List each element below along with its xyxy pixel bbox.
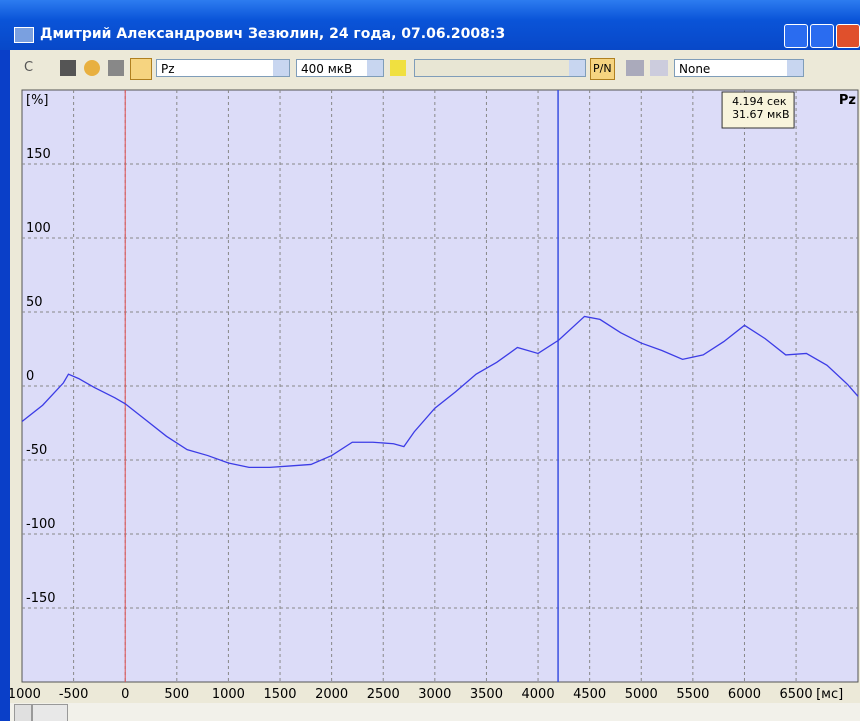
y-tick-label: 150: [26, 147, 51, 162]
x-tick-label: 5500: [676, 687, 709, 702]
x-tick-label: 3000: [418, 687, 451, 702]
x-tick-label: 0: [121, 687, 129, 702]
tooltip-text: 31.67 мкВ: [732, 108, 789, 121]
x-tick-label: 2000: [315, 687, 348, 702]
scrollbar[interactable]: [10, 703, 860, 721]
dropdown-arrow: [569, 60, 585, 76]
x-tick-label: 6500: [780, 687, 813, 702]
tool-icon[interactable]: [650, 60, 668, 76]
wave-button[interactable]: [130, 58, 152, 80]
dropdown-arrow: [273, 60, 289, 76]
x-tick-label: 5000: [625, 687, 658, 702]
app-icon: [14, 27, 34, 43]
tool-icon[interactable]: [626, 60, 644, 76]
c-button[interactable]: C: [24, 60, 34, 75]
y-tick-label: -50: [26, 443, 47, 458]
y-tick-label: -100: [26, 517, 56, 532]
x-tick-label: 500: [164, 687, 189, 702]
x-tick-label: 4000: [522, 687, 555, 702]
scroll-thumb[interactable]: [32, 704, 68, 721]
list-icon[interactable]: [60, 60, 76, 76]
empty-select[interactable]: [414, 59, 586, 77]
x-tick-label: 4500: [573, 687, 606, 702]
y-tick-label: -150: [26, 591, 56, 606]
x-tick-label: 6000: [728, 687, 761, 702]
y-tick-label: 100: [26, 221, 51, 236]
toolbar: C Pz 400 мкВ P/N None: [10, 50, 860, 88]
x-tick-label: 2500: [367, 687, 400, 702]
x-axis-label: [мс]: [816, 687, 843, 702]
pn-button[interactable]: P/N: [590, 58, 615, 80]
channel-text: Pz: [161, 62, 175, 76]
chart: -150-100-50050100150-1000-50005001000150…: [10, 88, 860, 703]
mode-text: None: [679, 62, 711, 76]
dropdown-arrow: [787, 60, 803, 76]
x-tick-label: 3500: [470, 687, 503, 702]
x-tick-label: -500: [59, 687, 89, 702]
map-icon[interactable]: [84, 60, 100, 76]
data-line: [21, 315, 859, 469]
maximize-button[interactable]: [810, 24, 834, 48]
y-tick-label: 0: [26, 369, 34, 384]
x-tick-label: 1000: [212, 687, 245, 702]
tooltip-text: 4.194 сек: [732, 95, 787, 108]
x-tick-label: -1000: [10, 687, 41, 702]
y-tick-label: 50: [26, 295, 43, 310]
grid-icon[interactable]: [108, 60, 124, 76]
close-button[interactable]: [836, 24, 860, 48]
channel-label: Pz: [839, 93, 856, 108]
tooltip-box: [721, 91, 795, 129]
mode-select[interactable]: None: [674, 59, 804, 77]
scroll-left[interactable]: [14, 704, 32, 721]
minimize-button[interactable]: [784, 24, 808, 48]
scale-select[interactable]: 400 мкВ: [296, 59, 384, 77]
y-axis-label: [%]: [26, 93, 49, 108]
window-title: Дмитрий Александрович Зезюлин, 24 года, …: [40, 26, 506, 42]
scale-text: 400 мкВ: [301, 62, 353, 76]
channel-select[interactable]: Pz: [156, 59, 290, 77]
title-bar: Дмитрий Александрович Зезюлин, 24 года, …: [0, 0, 860, 50]
color-icon[interactable]: [390, 60, 406, 76]
x-tick-label: 1500: [263, 687, 296, 702]
dropdown-arrow: [367, 60, 383, 76]
